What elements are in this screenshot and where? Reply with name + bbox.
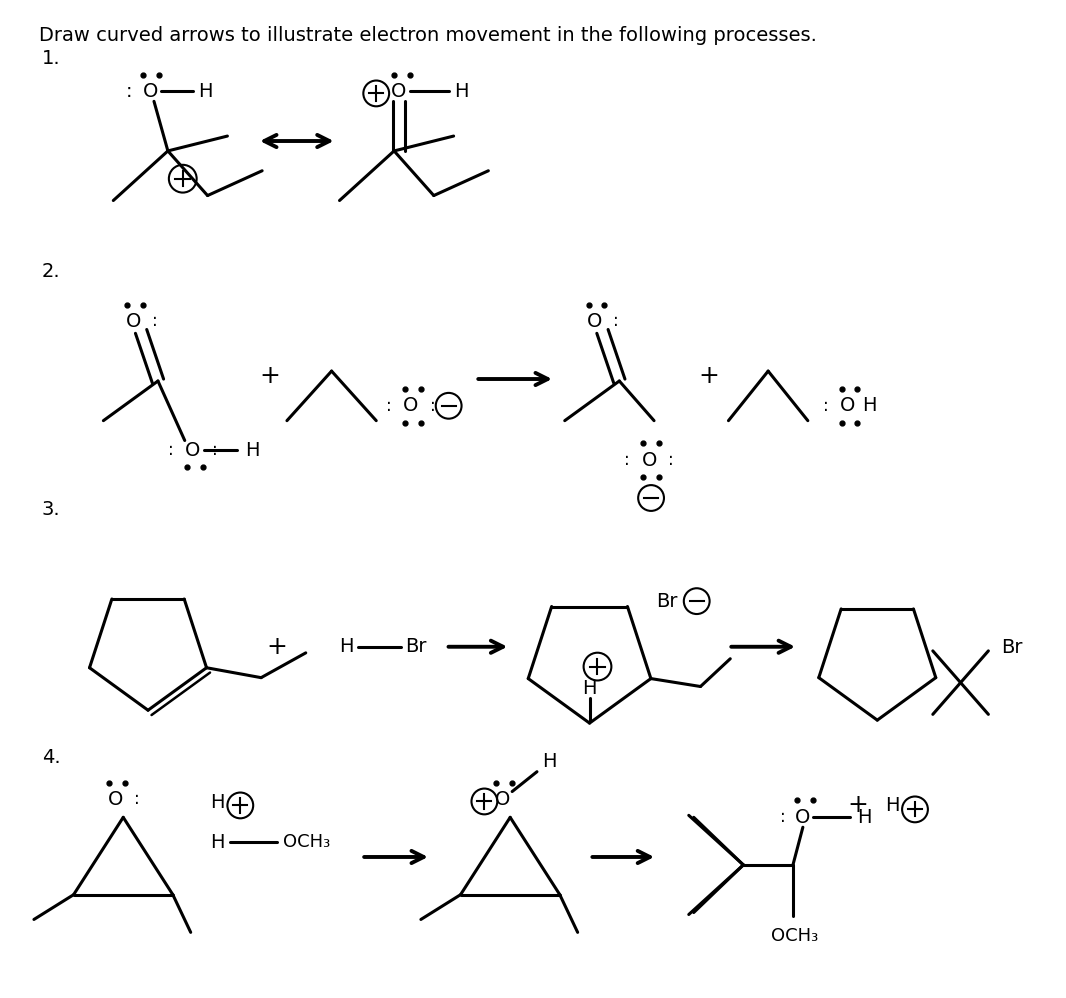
Text: :: : bbox=[212, 441, 217, 459]
Text: +: + bbox=[266, 635, 288, 659]
Text: 2.: 2. bbox=[42, 262, 61, 281]
Text: 3.: 3. bbox=[42, 500, 61, 519]
Text: H: H bbox=[857, 807, 872, 826]
Text: OCH₃: OCH₃ bbox=[284, 833, 330, 851]
Text: O: O bbox=[126, 312, 141, 331]
Text: H: H bbox=[885, 796, 900, 815]
Text: H: H bbox=[210, 832, 225, 851]
Text: :: : bbox=[126, 82, 132, 101]
Text: 4.: 4. bbox=[42, 748, 61, 767]
Text: H: H bbox=[198, 82, 213, 101]
Text: O: O bbox=[391, 82, 407, 101]
Text: +: + bbox=[260, 364, 280, 388]
Text: O: O bbox=[586, 312, 602, 331]
Text: O: O bbox=[403, 396, 419, 415]
Text: O: O bbox=[795, 807, 810, 826]
Text: H: H bbox=[245, 441, 259, 460]
Text: Br: Br bbox=[405, 638, 426, 657]
Text: H: H bbox=[454, 82, 469, 101]
Text: H: H bbox=[862, 396, 876, 415]
Text: +: + bbox=[847, 793, 868, 817]
Text: Draw curved arrows to illustrate electron movement in the following processes.: Draw curved arrows to illustrate electro… bbox=[38, 26, 817, 45]
Text: O: O bbox=[143, 82, 159, 101]
Text: :: : bbox=[152, 312, 158, 330]
Text: O: O bbox=[642, 451, 657, 470]
Text: H: H bbox=[543, 752, 558, 771]
Text: :: : bbox=[625, 451, 630, 469]
Text: O: O bbox=[840, 396, 855, 415]
Text: :: : bbox=[823, 397, 828, 415]
Text: Br: Br bbox=[1001, 639, 1023, 658]
Text: OCH₃: OCH₃ bbox=[772, 927, 819, 945]
Text: :: : bbox=[430, 397, 436, 415]
Text: Br: Br bbox=[657, 592, 678, 611]
Text: H: H bbox=[582, 679, 597, 698]
Text: O: O bbox=[108, 790, 123, 809]
Text: 1.: 1. bbox=[42, 49, 61, 68]
Text: O: O bbox=[495, 790, 510, 809]
Text: :: : bbox=[780, 808, 786, 826]
Text: :: : bbox=[386, 397, 392, 415]
Text: +: + bbox=[698, 364, 720, 388]
Text: :: : bbox=[668, 451, 674, 469]
Text: O: O bbox=[185, 441, 200, 460]
Text: :: : bbox=[613, 312, 619, 330]
Text: :: : bbox=[168, 441, 174, 459]
Text: :: : bbox=[134, 790, 140, 808]
Text: H: H bbox=[210, 793, 225, 812]
Text: H: H bbox=[339, 638, 354, 657]
